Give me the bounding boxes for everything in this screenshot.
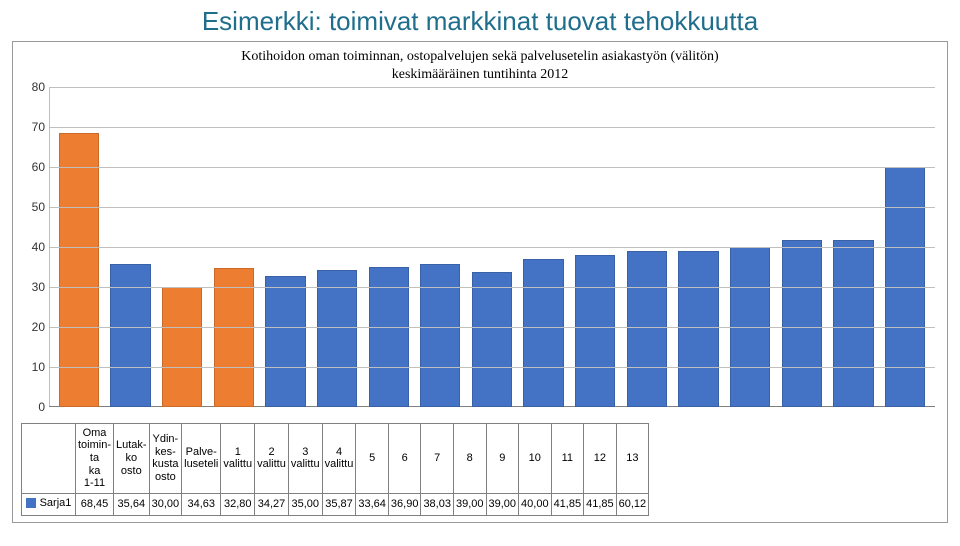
table-category-cell: Ydin-kes-kustaosto	[149, 423, 182, 493]
table-category-cell: 7	[421, 423, 454, 493]
table-category-cell: 4valittu	[322, 423, 356, 493]
table-category-cell: 3valittu	[288, 423, 322, 493]
data-table: Omatoimin-taka1-11Lutak-koostoYdin-kes-k…	[21, 423, 649, 516]
bar	[833, 240, 873, 407]
y-tick-label: 0	[23, 400, 45, 414]
table-category-cell: 1valittu	[221, 423, 255, 493]
y-tick-label: 30	[23, 280, 45, 294]
table-category-cell: 8	[453, 423, 486, 493]
table-value-cell: 35,64	[114, 494, 150, 516]
series-name: Sarja1	[40, 497, 72, 510]
table-value-cell: 35,00	[288, 494, 322, 516]
gridline	[49, 167, 935, 168]
y-tick-label: 50	[23, 200, 45, 214]
bar	[523, 259, 563, 407]
y-tick-label: 80	[23, 80, 45, 94]
series-name-cell: Sarja1	[22, 494, 76, 516]
table-category-cell: 5	[356, 423, 389, 493]
table-corner-blank	[22, 423, 76, 493]
table-category-row: Omatoimin-taka1-11Lutak-koostoYdin-kes-k…	[22, 423, 649, 493]
bar	[369, 267, 409, 407]
gridline	[49, 287, 935, 288]
gridline	[49, 247, 935, 248]
table-value-cell: 41,85	[584, 494, 617, 516]
gridline	[49, 327, 935, 328]
table-category-cell: 11	[551, 423, 584, 493]
table-value-cell: 68,45	[76, 494, 114, 516]
table-category-cell: Palve-luseteli	[182, 423, 221, 493]
gridline	[49, 127, 935, 128]
bar	[265, 276, 305, 407]
bar	[575, 255, 615, 407]
bar	[782, 240, 822, 407]
series-swatch	[26, 498, 36, 508]
table-value-cell: 39,00	[453, 494, 486, 516]
table-category-cell: 9	[486, 423, 519, 493]
chart-container: Kotihoidon oman toiminnan, ostopalveluje…	[12, 41, 948, 523]
y-tick-label: 60	[23, 160, 45, 174]
chart-title: Esimerkki: toimivat markkinat tuovat teh…	[12, 6, 948, 37]
table-category-cell: 6	[388, 423, 421, 493]
table-category-cell: 13	[616, 423, 649, 493]
table-value-row: Sarja1 68,4535,6430,0034,6332,8034,2735,…	[22, 494, 649, 516]
table-value-cell: 60,12	[616, 494, 649, 516]
bar	[162, 287, 202, 407]
y-tick-label: 10	[23, 360, 45, 374]
bar	[627, 251, 667, 407]
table-value-cell: 30,00	[149, 494, 182, 516]
gridline	[49, 367, 935, 368]
table-value-cell: 33,64	[356, 494, 389, 516]
table-value-cell: 41,85	[551, 494, 584, 516]
table-category-cell: 12	[584, 423, 617, 493]
bar	[214, 268, 254, 407]
table-value-cell: 35,87	[322, 494, 356, 516]
table-value-cell: 40,00	[519, 494, 552, 516]
table-value-cell: 34,63	[182, 494, 221, 516]
table-category-cell: 10	[519, 423, 552, 493]
bar	[317, 270, 357, 407]
table-value-cell: 36,90	[388, 494, 421, 516]
table-value-cell: 32,80	[221, 494, 255, 516]
table-value-cell: 39,00	[486, 494, 519, 516]
plot-area: 01020304050607080	[21, 87, 939, 407]
subtitle-line1: Kotihoidon oman toiminnan, ostopalveluje…	[21, 48, 939, 66]
bar	[110, 264, 150, 407]
y-tick-label: 20	[23, 320, 45, 334]
subtitle-line2: keskimääräinen tuntihinta 2012	[21, 66, 939, 84]
bar	[678, 251, 718, 407]
y-tick-label: 70	[23, 120, 45, 134]
gridline	[49, 87, 935, 88]
bar	[472, 272, 512, 407]
chart-subtitle: Kotihoidon oman toiminnan, ostopalveluje…	[21, 48, 939, 83]
plot-inner: 01020304050607080	[49, 87, 935, 407]
table-category-cell: Lutak-koosto	[114, 423, 150, 493]
table-value-cell: 38,03	[421, 494, 454, 516]
bar	[420, 264, 460, 407]
page-root: Esimerkki: toimivat markkinat tuovat teh…	[0, 0, 960, 546]
table-category-cell: 2valittu	[255, 423, 289, 493]
table-value-cell: 34,27	[255, 494, 289, 516]
table-category-cell: Omatoimin-taka1-11	[76, 423, 114, 493]
bar	[59, 133, 99, 407]
y-tick-label: 40	[23, 240, 45, 254]
gridline	[49, 207, 935, 208]
